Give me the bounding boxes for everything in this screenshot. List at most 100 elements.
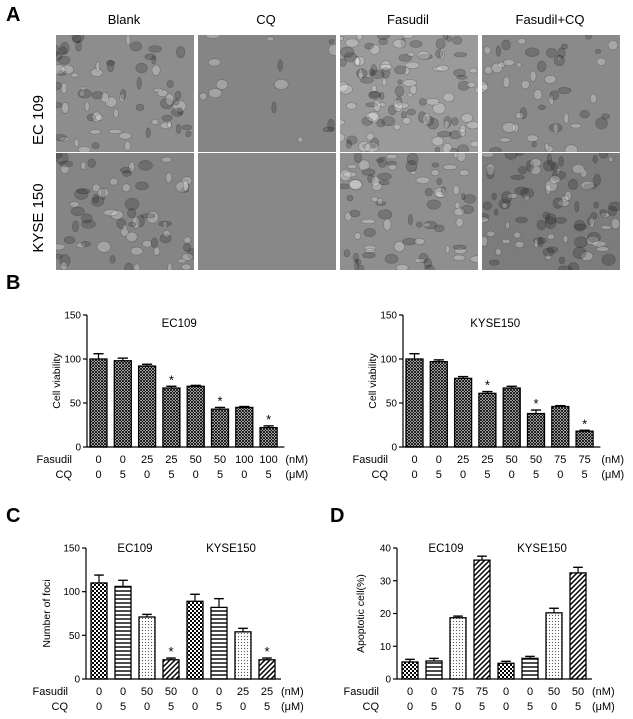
cq-value: 5 — [120, 469, 126, 481]
unit-nm: (nM) — [601, 454, 624, 466]
significance-star: * — [485, 378, 490, 393]
y-axis-label: Cell viability — [51, 353, 63, 409]
row-label-fasudil: Fasudil — [353, 454, 388, 466]
cq-value: 0 — [240, 701, 246, 713]
bar — [545, 612, 563, 680]
bar — [478, 392, 497, 448]
micrograph-image — [198, 153, 336, 270]
bar — [113, 360, 132, 448]
fasudil-value: 0 — [407, 686, 413, 698]
unit-um: (μM) — [281, 701, 304, 713]
y-axis-label: Apoptotic cell(%) — [355, 574, 367, 653]
fasudil-value: 0 — [436, 454, 442, 466]
significance-star: * — [169, 372, 174, 387]
unit-um: (μM) — [601, 469, 624, 481]
bar — [521, 657, 539, 680]
row-label-cq: CQ — [56, 469, 73, 481]
unit-um: (μM) — [285, 469, 308, 481]
y-tick-label: 0 — [75, 443, 81, 454]
row-label-cq: CQ — [52, 701, 69, 713]
bar — [497, 662, 515, 680]
y-tick-label: 50 — [386, 399, 398, 410]
fasudil-value: 25 — [457, 454, 469, 466]
y-tick-label: 20 — [380, 609, 392, 620]
cq-value: 5 — [431, 701, 437, 713]
fasudil-value: 50 — [214, 454, 226, 466]
panel-label-b: B — [6, 272, 21, 294]
chart-title: EC109 — [428, 543, 463, 555]
fasudil-value: 25 — [481, 454, 493, 466]
y-tick-label: 100 — [63, 587, 80, 598]
fasudil-value: 25 — [237, 686, 249, 698]
unit-nm: (nM) — [281, 686, 304, 698]
bar — [453, 377, 473, 448]
cq-value: 5 — [168, 469, 174, 481]
y-tick-label: 0 — [74, 675, 80, 686]
row-label-fasudil: Fasudil — [344, 686, 379, 698]
bar — [90, 582, 108, 680]
y-tick-label: 150 — [380, 311, 397, 322]
unit-um: (μM) — [592, 701, 615, 713]
significance-star: * — [533, 396, 538, 411]
micrograph-image — [56, 35, 194, 152]
chart-title: KYSE150 — [517, 543, 567, 555]
cq-value: 5 — [266, 469, 272, 481]
micrograph-image — [198, 35, 336, 152]
row-label-fasudil: Fasudil — [33, 686, 68, 698]
cq-value: 5 — [533, 469, 539, 481]
bar — [429, 360, 448, 448]
micrograph-row-label-ec109: EC 109 — [30, 94, 47, 146]
micrograph-col-label-blank: Blank — [107, 12, 141, 27]
chart-d-apoptosis: 0 10 20 30 40 Apoptotic cell(%) EC109 KYSE150 Fa… — [344, 543, 615, 713]
cq-value: 0 — [96, 701, 102, 713]
fasudil-value: 50 — [530, 454, 542, 466]
fasudil-value: 0 — [192, 686, 198, 698]
cq-value: 0 — [509, 469, 515, 481]
fasudil-value: 100 — [235, 454, 253, 466]
bar — [162, 387, 181, 448]
row-label-cq: CQ — [372, 469, 389, 481]
fasudil-value: 0 — [96, 686, 102, 698]
micrograph-col-label-fasudil-cq: Fasudil+CQ — [515, 12, 585, 27]
unit-nm: (nM) — [285, 454, 308, 466]
y-tick-label: 150 — [64, 311, 81, 322]
bar — [425, 660, 443, 680]
bar — [526, 412, 546, 448]
y-tick-label: 100 — [380, 355, 397, 366]
micrograph-row-label-kyse150: KYSE 150 — [30, 183, 47, 253]
bar — [569, 572, 587, 680]
fasudil-value: 75 — [554, 454, 566, 466]
cq-value: 5 — [527, 701, 533, 713]
fasudil-value: 0 — [431, 686, 437, 698]
unit-nm: (nM) — [592, 686, 615, 698]
chart-title: EC109 — [117, 543, 152, 555]
cq-value: 0 — [557, 469, 563, 481]
fasudil-value: 0 — [411, 454, 417, 466]
fasudil-value: 100 — [259, 454, 277, 466]
y-tick-label: 50 — [69, 631, 81, 642]
cq-value: 5 — [575, 701, 581, 713]
cq-value: 0 — [407, 701, 413, 713]
fasudil-value: 0 — [503, 686, 509, 698]
y-axis-label: Cell viability — [367, 353, 379, 409]
fasudil-value: 50 — [548, 686, 560, 698]
cq-value: 0 — [503, 701, 509, 713]
cq-value: 5 — [479, 701, 485, 713]
row-label-fasudil: Fasudil — [37, 454, 72, 466]
micrograph-image — [56, 153, 194, 270]
fasudil-value: 75 — [476, 686, 488, 698]
y-tick-label: 50 — [70, 399, 82, 410]
y-tick-label: 0 — [391, 443, 397, 454]
cq-value: 5 — [217, 469, 223, 481]
fasudil-value: 0 — [95, 454, 101, 466]
bar — [162, 659, 180, 680]
chart-title: KYSE150 — [470, 318, 520, 330]
cq-value: 0 — [460, 469, 466, 481]
y-axis-label: Number of foci — [41, 579, 53, 647]
panel-label-d: D — [330, 505, 345, 527]
chart-title: EC109 — [162, 318, 197, 330]
cq-value: 0 — [95, 469, 101, 481]
bar — [258, 659, 276, 680]
